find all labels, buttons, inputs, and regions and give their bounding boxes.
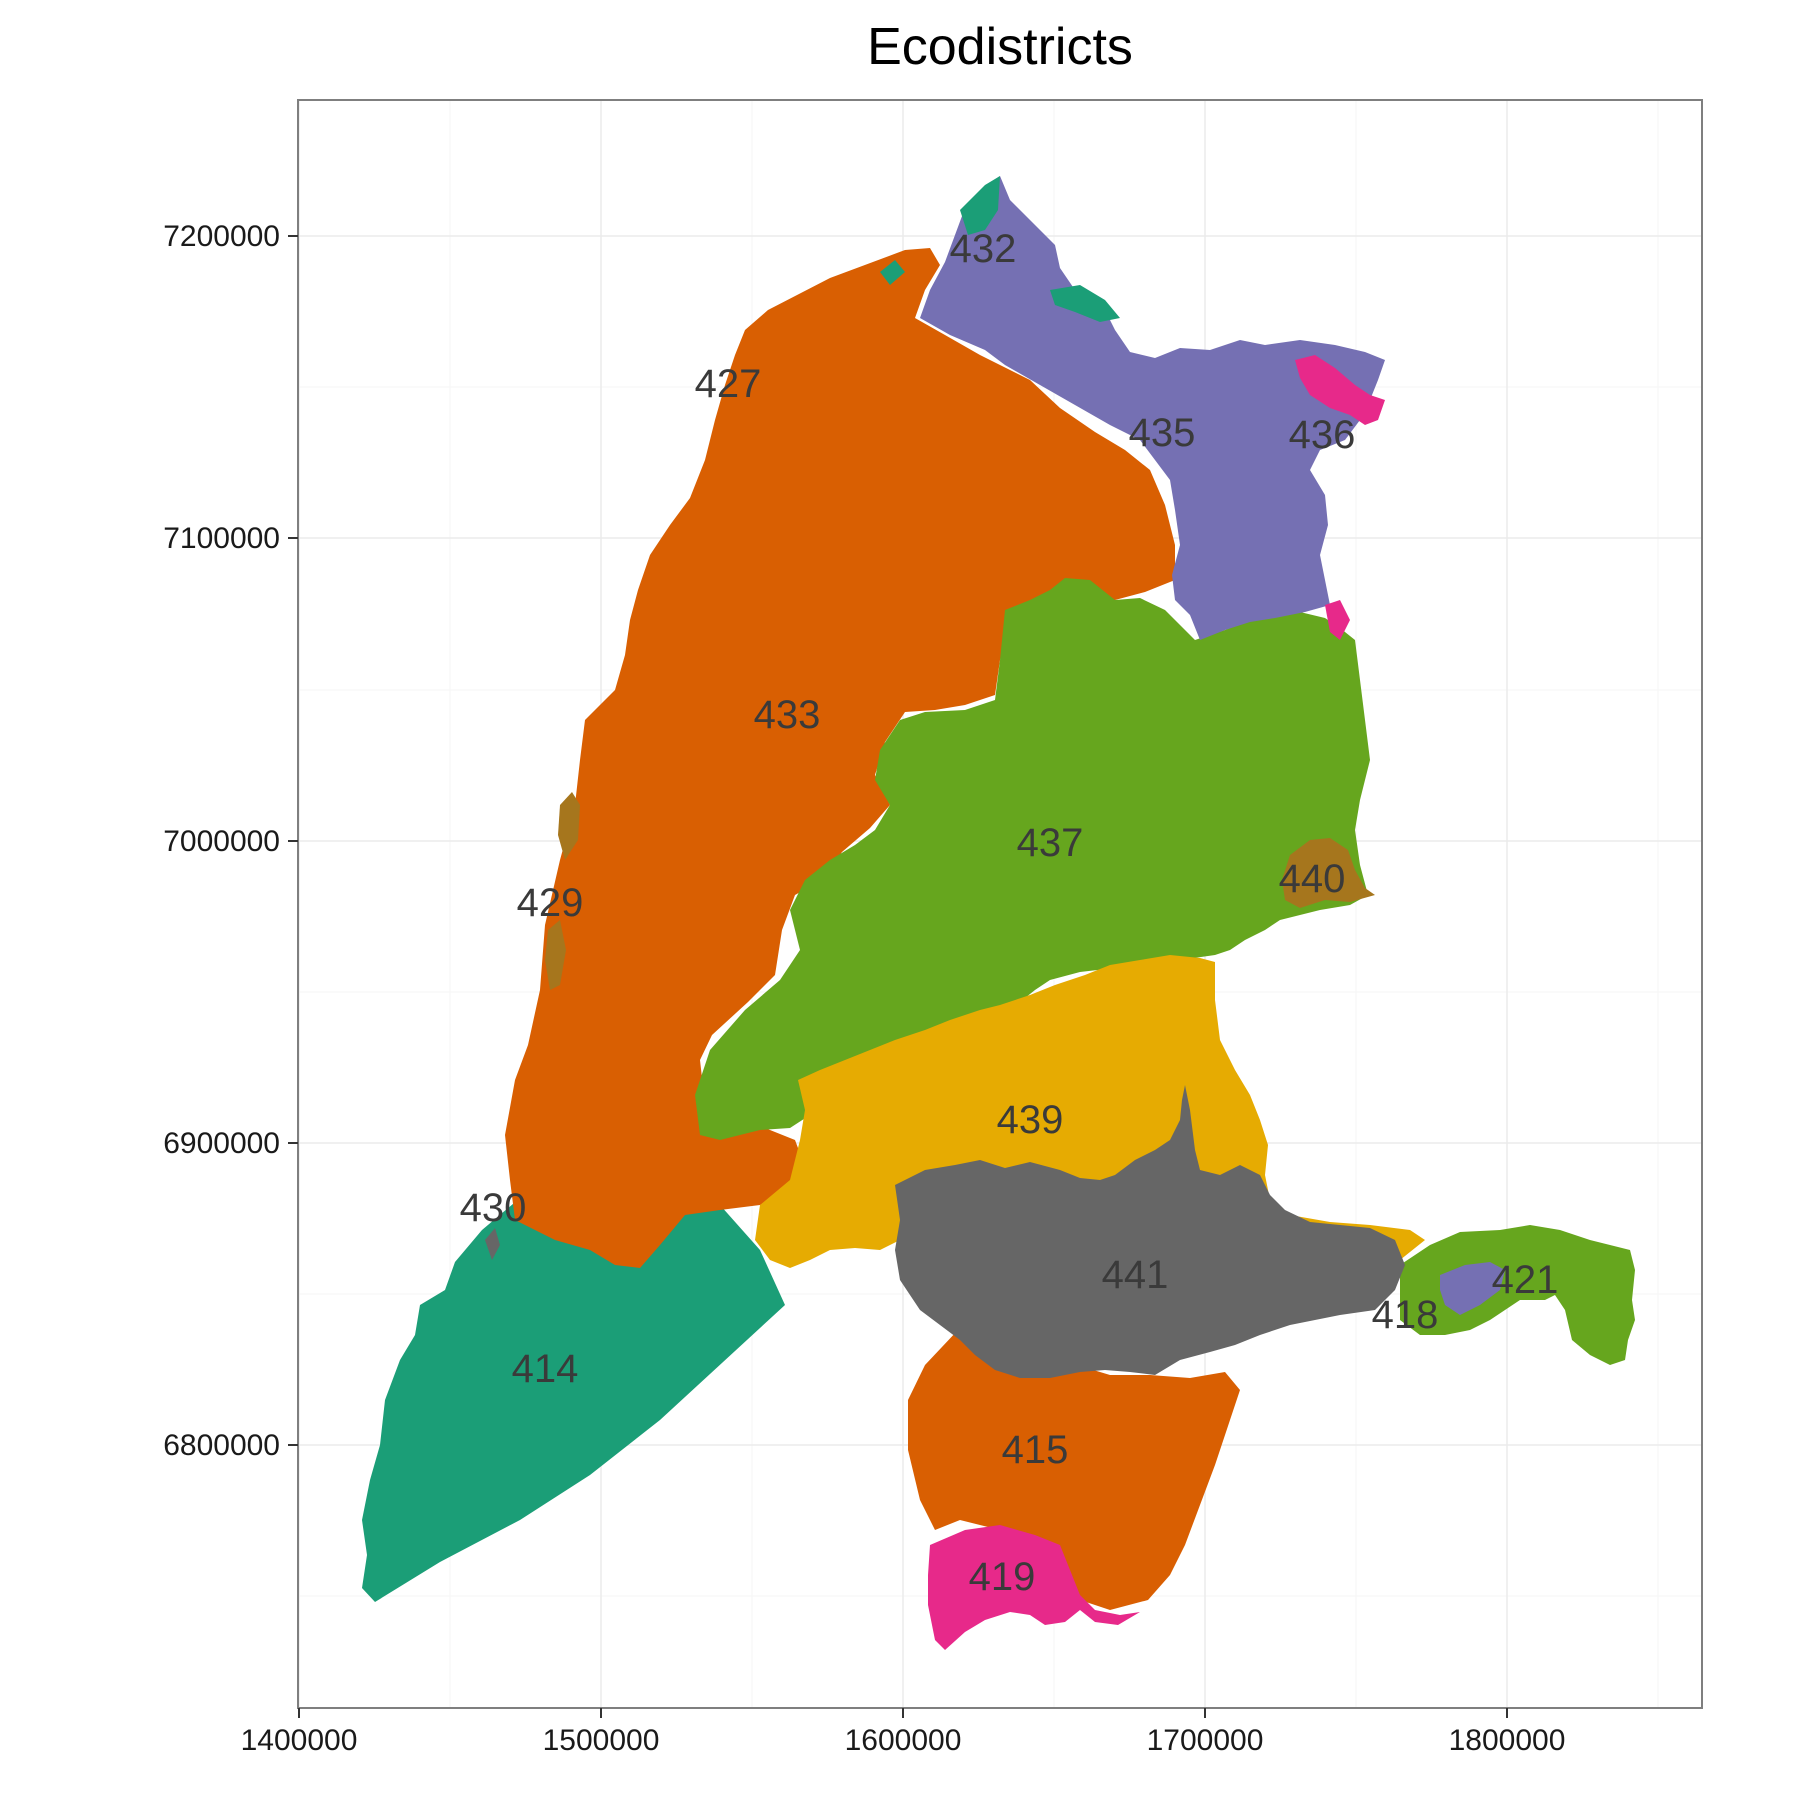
region-414	[362, 1185, 785, 1602]
x-tick-label: 1500000	[543, 1724, 660, 1757]
region-436	[1295, 355, 1385, 425]
y-tick-label: 7200000	[163, 220, 280, 253]
region-427c	[880, 260, 905, 285]
region-436b	[1325, 600, 1350, 640]
x-tick-label: 1700000	[1147, 1724, 1264, 1757]
label-432: 432	[950, 227, 1017, 271]
label-437: 437	[1017, 821, 1084, 865]
label-421: 421	[1492, 1258, 1559, 1302]
region-437	[695, 578, 1370, 1140]
region-419	[928, 1525, 1140, 1650]
label-439: 439	[997, 1098, 1064, 1142]
region-429b	[545, 920, 566, 990]
region-labels: 414 415 418 419 421 427 429 430 432 433 …	[460, 227, 1559, 1599]
x-tick-label: 1400000	[241, 1724, 358, 1757]
label-427: 427	[695, 362, 762, 406]
label-414: 414	[512, 1347, 579, 1391]
y-tick-label: 7100000	[163, 522, 280, 555]
region-440	[1282, 838, 1375, 908]
label-419: 419	[969, 1555, 1036, 1599]
panel-border	[297, 99, 1703, 1709]
region-430	[485, 1228, 500, 1260]
region-433	[505, 248, 1175, 1268]
map-regions	[362, 176, 1635, 1650]
region-418	[1440, 1262, 1505, 1315]
y-tick-label: 6800000	[163, 1429, 280, 1462]
label-435: 435	[1129, 411, 1196, 455]
label-430: 430	[460, 1186, 527, 1230]
region-429	[558, 792, 580, 860]
region-441	[895, 1085, 1405, 1378]
label-440: 440	[1279, 857, 1346, 901]
x-tick-label: 1600000	[845, 1724, 962, 1757]
region-432-435	[920, 176, 1385, 640]
label-429: 429	[517, 881, 584, 925]
label-441: 441	[1102, 1253, 1169, 1297]
label-415: 415	[1002, 1428, 1069, 1472]
x-axis: 1400000 1500000 1600000 1700000 1800000	[241, 1708, 1566, 1757]
label-436: 436	[1289, 413, 1356, 457]
y-tick-label: 7000000	[163, 825, 280, 858]
label-418: 418	[1372, 1293, 1439, 1337]
region-427b	[1050, 285, 1120, 322]
region-415	[908, 1330, 1240, 1610]
y-tick-label: 6900000	[163, 1127, 280, 1160]
label-433: 433	[754, 693, 821, 737]
x-tick-label: 1800000	[1449, 1724, 1566, 1757]
region-427	[960, 176, 1000, 235]
region-421	[1400, 1225, 1635, 1365]
map-title: Ecodistricts	[867, 18, 1133, 76]
y-axis: 7200000 7100000 7000000 6900000 6800000	[163, 220, 298, 1462]
